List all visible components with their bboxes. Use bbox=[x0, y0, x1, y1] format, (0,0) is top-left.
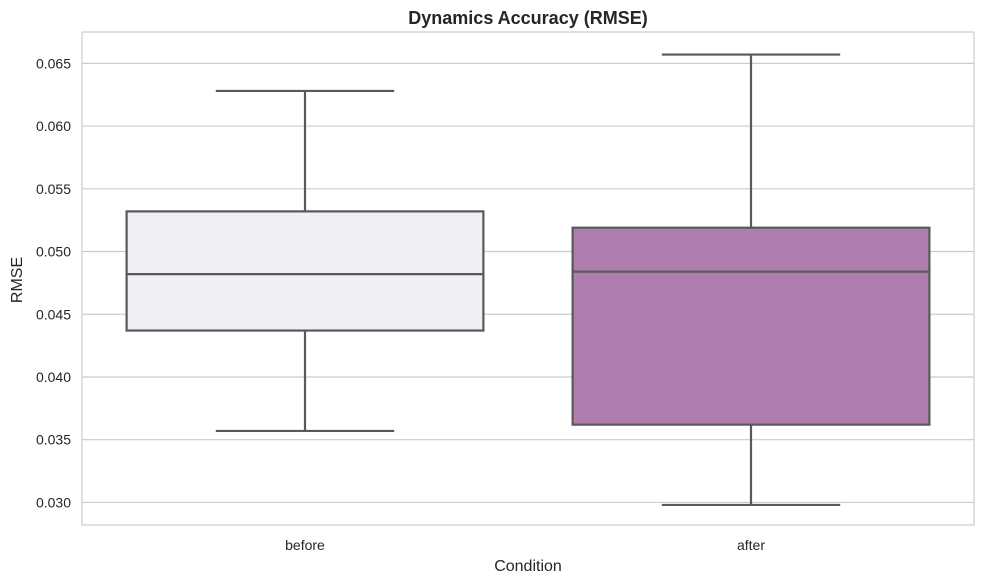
plot-frame bbox=[81, 31, 975, 526]
x-tick-label: after bbox=[737, 537, 765, 553]
chart-title: Dynamics Accuracy (RMSE) bbox=[408, 8, 647, 28]
boxes bbox=[125, 53, 931, 507]
y-tick-label: 0.030 bbox=[36, 494, 71, 510]
y-axis-label: RMSE bbox=[9, 257, 26, 303]
y-tick-label: 0.035 bbox=[36, 432, 71, 448]
x-axis-label: Condition bbox=[494, 558, 562, 575]
x-tick-label: before bbox=[285, 537, 325, 553]
y-tick-labels: 0.030 0.035 0.040 0.045 0.050 0.055 0.060 0.065 bbox=[36, 55, 71, 510]
y-tick-label: 0.065 bbox=[36, 55, 71, 71]
box-before bbox=[125, 89, 485, 433]
iqr-box bbox=[571, 226, 931, 426]
iqr-box bbox=[125, 210, 485, 332]
y-tick-label: 0.050 bbox=[36, 244, 71, 260]
y-tick-label: 0.055 bbox=[36, 181, 71, 197]
y-tick-label: 0.040 bbox=[36, 369, 71, 385]
y-tick-label: 0.060 bbox=[36, 118, 71, 134]
box-after bbox=[571, 53, 931, 507]
y-tick-label: 0.045 bbox=[36, 306, 71, 322]
x-tick-labels: before after bbox=[285, 537, 765, 553]
